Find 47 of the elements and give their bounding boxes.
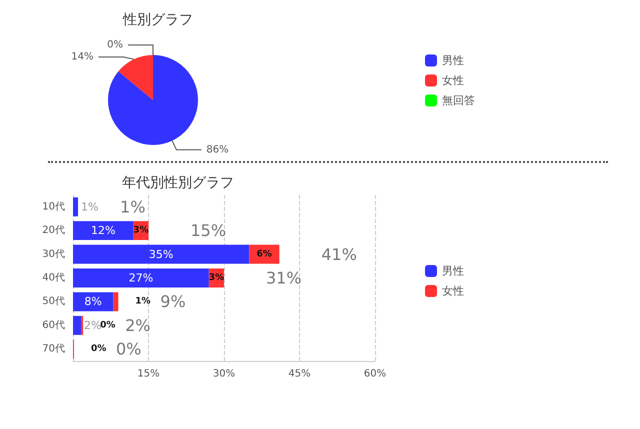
bar [73, 316, 82, 335]
total-label: 9% [160, 292, 186, 312]
y-tick-label: 30代 [42, 248, 65, 260]
y-tick-label: 10代 [42, 201, 65, 212]
bar [113, 292, 118, 312]
data-label: 1% [81, 200, 98, 214]
data-label: 27% [128, 272, 154, 284]
data-label: 12% [90, 224, 116, 238]
data-label: 86% [206, 144, 229, 156]
bar [73, 268, 209, 288]
data-label: 14% [71, 52, 94, 62]
total-label: 31% [266, 268, 302, 288]
data-label: 0% [91, 344, 106, 354]
y-tick-label: 50代 [42, 296, 65, 308]
data-label: 3% [133, 226, 149, 236]
data-label: 8% [84, 295, 102, 308]
x-tick-label: 60% [364, 368, 386, 380]
data-label: 2% [84, 318, 102, 332]
bar [73, 292, 114, 312]
chart-title: 年代別性別グラフ [122, 175, 234, 191]
bar [73, 221, 134, 240]
text: 0% [107, 40, 123, 50]
data-label: 35% [148, 248, 174, 261]
total-label: 2% [125, 316, 150, 335]
y-tick-label: 60代 [42, 320, 65, 331]
total-label: 41% [321, 244, 357, 264]
x-tick-label: 45% [288, 368, 311, 380]
bar [73, 197, 78, 216]
x-tick-label: 15% [137, 368, 160, 380]
legend-label: 男性 [442, 54, 464, 67]
total-label: 0% [116, 340, 142, 359]
data-label: 1% [135, 296, 151, 307]
data-label: 3% [208, 273, 224, 283]
total-label: 1% [120, 197, 146, 216]
total-label: 15% [190, 221, 226, 240]
bar [73, 244, 250, 264]
legend-label: 女性 [442, 284, 464, 298]
y-tick-label: 20代 [42, 225, 65, 236]
legend-label: 無回答 [442, 94, 475, 107]
y-tick-label: 40代 [42, 272, 65, 284]
legend-label: 男性 [442, 264, 464, 278]
chart-title: 性別グラフ [122, 12, 193, 28]
data-label: 6% [256, 249, 272, 260]
data-label: 0% [100, 320, 116, 330]
legend-label: 女性 [442, 74, 464, 87]
y-tick-label: 70代 [42, 344, 65, 355]
x-tick-label: 30% [212, 368, 236, 380]
